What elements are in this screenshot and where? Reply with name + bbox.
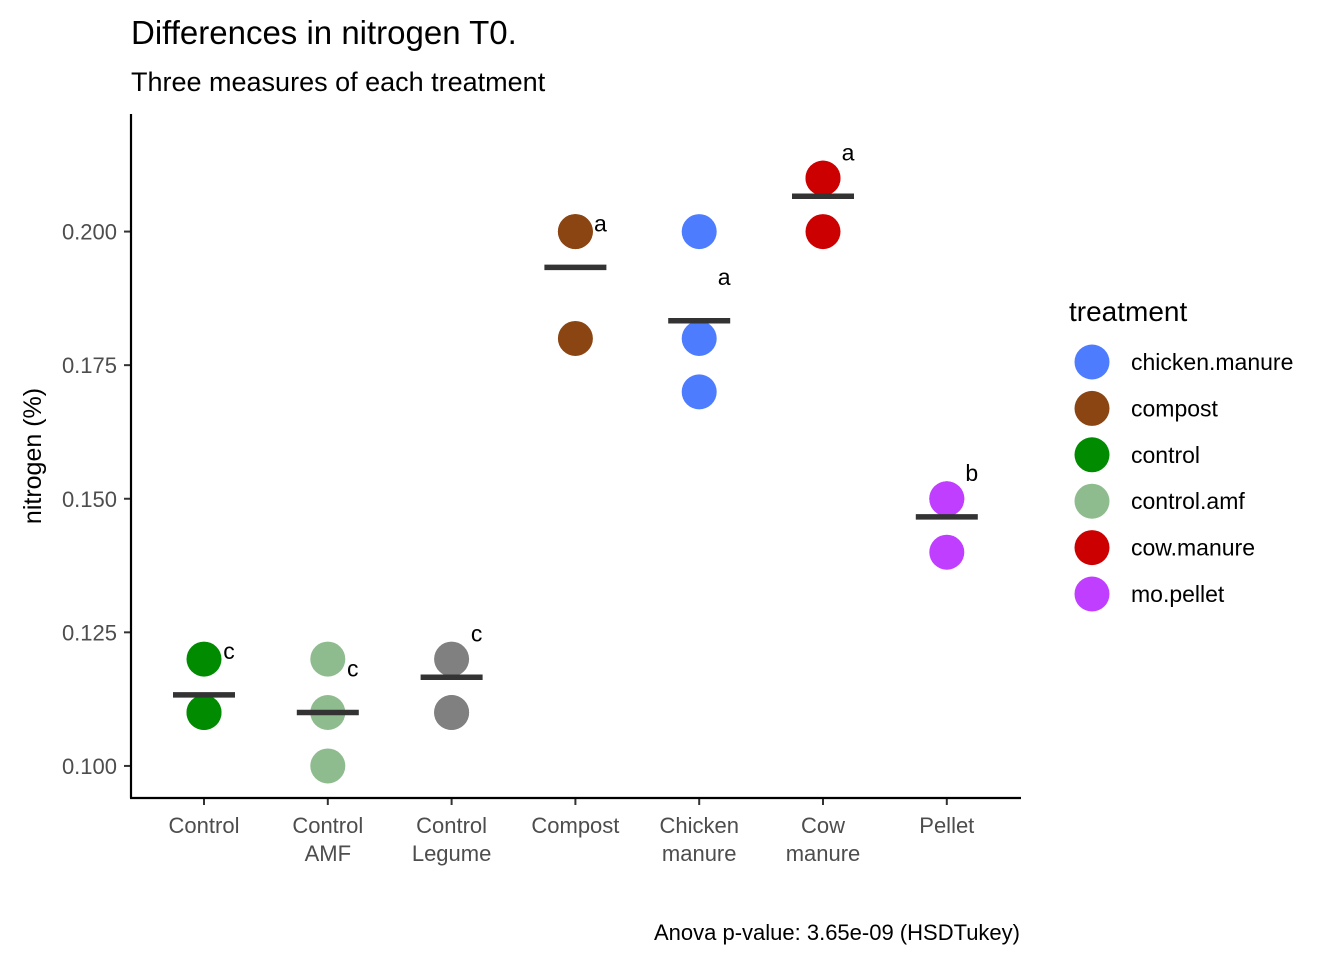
legend: treatment chicken.manure compost control co… (1069, 296, 1293, 612)
x-tick-label: Control (292, 813, 363, 838)
data-point (681, 214, 717, 250)
legend-key (1074, 483, 1110, 519)
data-point (929, 534, 965, 570)
x-tick-label: Legume (412, 841, 492, 866)
significance-letter: c (347, 656, 359, 682)
y-tick-label: 0.200 (62, 220, 117, 245)
x-tick-label: Chicken (659, 813, 738, 838)
data-marks: c c c a a a b (173, 139, 978, 784)
data-point (805, 160, 841, 196)
legend-key (1074, 344, 1110, 380)
treatment-group: c (296, 641, 359, 784)
significance-letter: c (223, 638, 235, 664)
treatment-group: a (544, 211, 607, 356)
x-tick-label: Compost (531, 813, 619, 838)
treatment-group: c (420, 620, 483, 730)
legend-title: treatment (1069, 296, 1187, 327)
legend-label: cow.manure (1131, 535, 1255, 561)
y-tick-label: 0.175 (62, 353, 117, 378)
significance-letter: a (718, 264, 731, 290)
x-tick-label: Cow (801, 813, 845, 838)
x-tick-label: AMF (305, 841, 351, 866)
x-tick-label: Pellet (919, 813, 974, 838)
y-tick-label: 0.125 (62, 620, 117, 645)
legend-item: control (1074, 437, 1200, 473)
x-tick-label: Control (416, 813, 487, 838)
data-point (186, 641, 222, 677)
treatment-group: a (668, 214, 731, 410)
caption: Anova p-value: 3.65e-09 (HSDTukey) (654, 920, 1020, 945)
data-point (805, 214, 841, 250)
x-tick-label: manure (662, 841, 737, 866)
legend-item: control.amf (1074, 483, 1245, 519)
significance-letter: a (842, 139, 855, 165)
legend-key (1074, 530, 1110, 566)
data-point (434, 695, 470, 730)
y-axis-ticks: 0.100 0.125 0.150 0.175 0.200 (62, 220, 131, 779)
data-point (434, 641, 470, 677)
legend-label: chicken.manure (1131, 349, 1293, 375)
legend-label: mo.pellet (1131, 581, 1225, 607)
data-point (929, 481, 965, 517)
x-axis-ticks: Control Control AMF Control Legume Compost Chi… (169, 798, 974, 866)
treatment-group: c (173, 638, 235, 730)
legend-item: cow.manure (1074, 530, 1255, 566)
y-axis-title: nitrogen (%) (19, 388, 47, 524)
treatment-group: a (792, 139, 855, 250)
data-point (310, 641, 346, 677)
data-point (310, 748, 346, 784)
legend-label: compost (1131, 395, 1219, 421)
data-point (557, 320, 593, 356)
significance-letter: c (471, 620, 483, 646)
significance-letter: b (965, 460, 978, 486)
chart-title: Differences in nitrogen T0. (131, 14, 517, 51)
x-tick-label: manure (786, 841, 861, 866)
data-point (681, 374, 717, 410)
data-point (186, 695, 222, 730)
legend-key (1074, 390, 1110, 426)
y-tick-label: 0.150 (62, 487, 117, 512)
legend-item: mo.pellet (1074, 576, 1225, 612)
legend-item: chicken.manure (1074, 344, 1293, 380)
x-tick-label: Control (169, 813, 240, 838)
legend-item: compost (1074, 390, 1219, 426)
legend-label: control.amf (1131, 488, 1245, 514)
significance-letter: a (594, 211, 607, 237)
legend-key (1074, 437, 1110, 473)
treatment-group: b (915, 460, 978, 570)
data-point (681, 320, 717, 356)
y-tick-label: 0.100 (62, 754, 117, 779)
data-point (557, 214, 593, 250)
legend-label: control (1131, 442, 1200, 468)
chart-subtitle: Three measures of each treatment (131, 67, 546, 97)
legend-key (1074, 576, 1110, 612)
